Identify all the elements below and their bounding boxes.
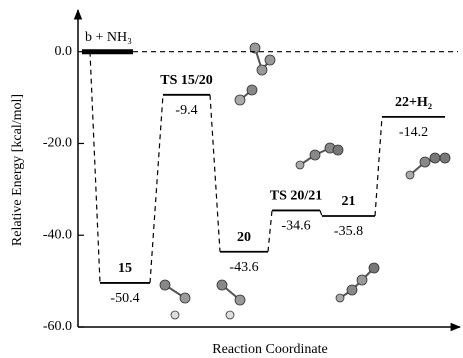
value-label: -50.4 [110,291,139,306]
connector [210,95,220,252]
value-label: -35.8 [334,224,363,239]
level-name: 22+H₂ [395,95,432,110]
x-axis-title: Reaction Coordinate [212,342,327,357]
y-tick-label: -60.0 [43,319,72,334]
connector [90,52,100,283]
connector [268,210,272,251]
value-label: -34.6 [281,219,310,234]
chart: Relative Energy [kcal/mol] Reaction Coor… [0,0,463,358]
level-name: TS 20/21 [270,189,323,204]
value-label: -14.2 [399,125,428,140]
level-name: 15 [118,261,132,276]
connector [150,95,163,283]
level-name: 20 [237,230,251,245]
y-tick-label: -20.0 [43,136,72,151]
level-name: 21 [342,194,356,209]
value-label: -43.6 [229,260,258,275]
connector [320,210,322,216]
y-tick-label: 0.0 [55,44,73,59]
reference-label: b + NH₃ [85,30,132,45]
y-tick-label: -40.0 [43,227,72,242]
value-label: -9.4 [175,103,197,118]
level-name: TS 15/20 [160,73,213,88]
y-axis-title: Relative Energy [kcal/mol] [10,94,25,246]
connector [375,117,382,216]
